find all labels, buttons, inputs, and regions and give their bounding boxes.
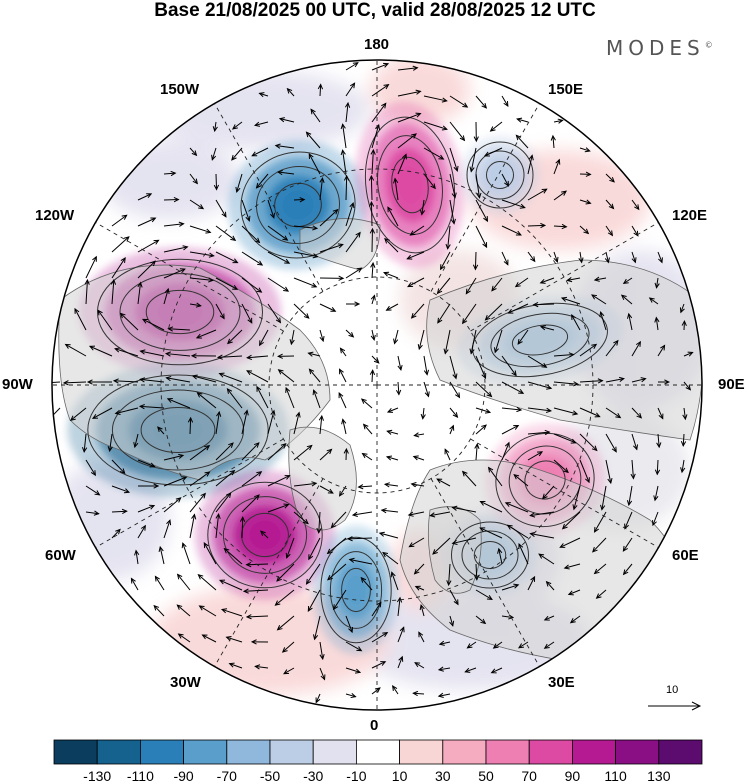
colorbar-segment (659, 740, 702, 764)
lon-label-0: 0 (370, 717, 378, 734)
colorbar (54, 740, 702, 764)
colorbar-segment (400, 740, 443, 764)
colorbar-tick-label: -90 (173, 768, 193, 784)
lon-label-120w: 120W (35, 207, 74, 224)
lon-label-150w: 150W (160, 81, 199, 98)
colorbar-tick-label: 30 (435, 768, 451, 784)
lon-label-180: 180 (364, 36, 389, 53)
colorbar-segment (486, 740, 529, 764)
colorbar-tick-label: 50 (478, 768, 494, 784)
colorbar-tick-label: 110 (604, 768, 626, 784)
lon-label-30w: 30W (170, 674, 201, 691)
lon-label-30e: 30E (548, 674, 575, 691)
lon-label-90e: 90E (718, 376, 745, 393)
colorbar-segment (572, 740, 615, 764)
colorbar-segment (227, 740, 270, 764)
colorbar-segment (97, 740, 140, 764)
lon-label-150e: 150E (548, 81, 583, 98)
colorbar-tick-label: -10 (346, 768, 366, 784)
colorbar-segment (184, 740, 227, 764)
reference-vector (648, 702, 700, 710)
colorbar-segment (356, 740, 399, 764)
bering-low (460, 135, 541, 216)
map-disk (40, 50, 720, 730)
east-atlantic-low (313, 525, 399, 655)
colorbar-segment (313, 740, 356, 764)
colorbar-segment (443, 740, 486, 764)
colorbar-segment (270, 740, 313, 764)
colorbar-segment (616, 740, 659, 764)
lon-label-90w: 90W (2, 376, 33, 393)
colorbar-tick-label: -110 (127, 768, 154, 784)
scandinavia-land (428, 507, 481, 594)
colorbar-segment (140, 740, 183, 764)
lon-label-120e: 120E (672, 207, 707, 224)
colorbar-tick-label: -50 (260, 768, 280, 784)
colorbar-tick-label: 130 (647, 768, 670, 784)
reference-vector-label: 10 (666, 684, 678, 696)
colorbar-tick-label: -70 (217, 768, 237, 784)
colorbar-tick-label: 10 (392, 768, 408, 784)
colorbar-tick-label: 90 (565, 768, 581, 784)
lon-label-60e: 60E (672, 547, 699, 564)
lon-label-60w: 60W (45, 547, 76, 564)
colorbar-tick-label: -130 (83, 768, 111, 784)
colorbar-segment (529, 740, 572, 764)
colorbar-segment (54, 740, 97, 764)
colorbar-tick-label: -30 (303, 768, 323, 784)
colorbar-tick-label: 70 (521, 768, 537, 784)
